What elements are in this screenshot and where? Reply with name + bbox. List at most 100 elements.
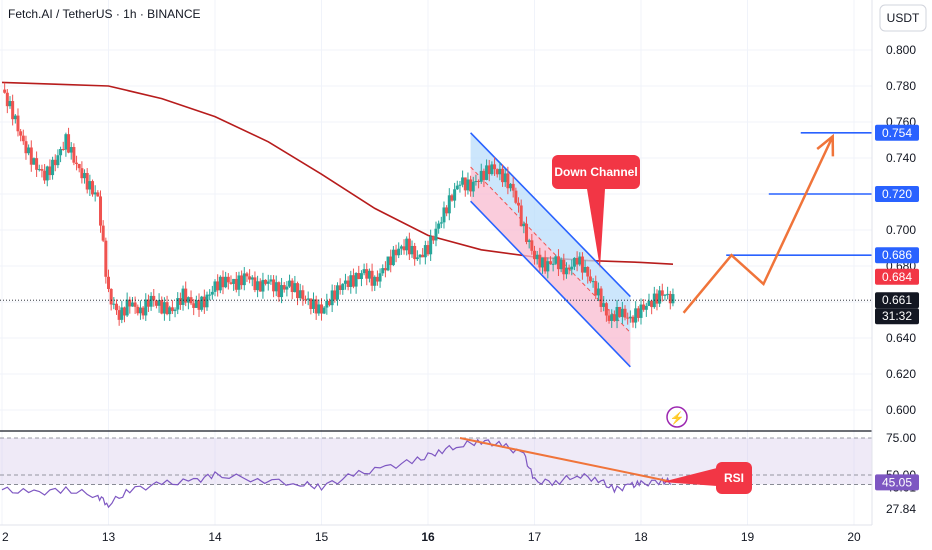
lightning-icon[interactable]: ⚡	[666, 406, 688, 428]
candle	[391, 246, 395, 267]
price-tick-label: 0.780	[886, 79, 916, 93]
candle	[338, 278, 342, 295]
candle-body	[51, 159, 55, 176]
candle-body	[522, 223, 526, 227]
candle	[383, 261, 387, 278]
down-channel-callout[interactable]: Down Channel	[552, 155, 640, 268]
rsi-divergence-line	[459, 437, 668, 482]
candle-body	[426, 245, 430, 255]
symbol-title[interactable]: Fetch.AI / TetherUS · 1h · BINANCE	[8, 7, 201, 21]
candle	[485, 159, 489, 181]
candle-body	[527, 240, 531, 242]
candle	[612, 310, 616, 322]
candle-body	[178, 298, 182, 305]
currency-button[interactable]: USDT	[879, 4, 927, 32]
candle-body	[43, 170, 47, 181]
candle-body	[112, 303, 116, 305]
candle-body	[296, 283, 300, 299]
candle	[378, 268, 382, 288]
time-tick-label: 14	[208, 530, 222, 544]
candle-body	[69, 147, 73, 153]
time-tick-label: 2	[2, 530, 9, 544]
candle-body	[306, 298, 310, 300]
rsi-tick-label: 27.84	[886, 502, 916, 516]
candle-body	[461, 177, 465, 185]
candle	[237, 271, 241, 297]
candle	[104, 237, 108, 284]
candle-body	[80, 168, 84, 179]
candle	[327, 298, 331, 307]
candle	[85, 168, 89, 194]
candle-body	[293, 283, 297, 293]
candle-body	[397, 248, 401, 256]
candle	[407, 232, 411, 261]
rsi-callout[interactable]: RSI	[662, 462, 752, 494]
candle-body	[280, 285, 284, 298]
annotations: Down Channel RSI ⚡	[552, 132, 918, 494]
candle	[437, 220, 441, 234]
price-axis[interactable]: 0.8000.7800.7600.7400.7200.7000.6800.660…	[875, 43, 919, 417]
price-tag[interactable]: 0.754	[875, 124, 919, 141]
price-tag-label: 0.661	[882, 293, 912, 307]
candle	[343, 273, 347, 290]
candle	[32, 157, 36, 165]
candle-body	[501, 168, 505, 183]
candle-body	[210, 291, 214, 295]
rsi-current-tag[interactable]: 45.05	[875, 474, 919, 491]
candle-body	[184, 288, 188, 303]
candle-body	[130, 302, 134, 307]
candle-body	[290, 280, 294, 293]
candle	[93, 185, 97, 202]
price-tag[interactable]: 0.684	[875, 268, 919, 285]
candle-body	[237, 275, 241, 290]
candle-body	[660, 290, 664, 296]
candle-body	[322, 307, 326, 314]
candle-body	[351, 275, 355, 287]
callout-box	[552, 155, 640, 189]
time-tick-label: 15	[315, 530, 329, 544]
candle	[618, 306, 622, 318]
candle	[461, 170, 465, 188]
candle	[306, 291, 310, 306]
price-tag[interactable]: 0.720	[875, 186, 919, 202]
candle	[141, 306, 145, 320]
candle	[634, 301, 638, 329]
candle	[373, 275, 377, 291]
price-tag[interactable]: 31:32	[875, 308, 919, 325]
candle-body	[357, 272, 361, 280]
candle	[389, 249, 393, 273]
candle-body	[663, 294, 667, 296]
candle-body	[389, 256, 393, 266]
time-axis[interactable]: 2 13 14 15 16 17 18 19 20	[2, 530, 861, 544]
candle-body	[578, 256, 582, 265]
candle	[540, 257, 544, 274]
candle	[610, 309, 614, 328]
candle-body	[149, 295, 153, 307]
candle-body	[3, 89, 7, 93]
candle	[186, 296, 190, 310]
candle-body	[96, 192, 100, 197]
candle-body	[538, 254, 542, 268]
candle	[181, 285, 185, 311]
candle	[221, 270, 225, 295]
price-tag[interactable]: 0.661	[875, 292, 919, 309]
candle	[37, 164, 41, 172]
candle	[304, 295, 308, 304]
price-tag[interactable]: 0.686	[875, 247, 919, 264]
candle-body	[447, 195, 451, 214]
candle	[386, 256, 390, 272]
candle-body	[264, 279, 268, 284]
candle	[40, 164, 44, 178]
candle	[189, 290, 193, 306]
candle-body	[242, 273, 246, 286]
candle-body	[575, 257, 579, 265]
candle-body	[5, 92, 9, 107]
candle-body	[325, 300, 329, 308]
candle-body	[559, 259, 563, 270]
candle	[509, 183, 513, 192]
candle-body	[391, 249, 395, 266]
candle-body	[639, 304, 643, 318]
candle-body	[186, 297, 190, 303]
